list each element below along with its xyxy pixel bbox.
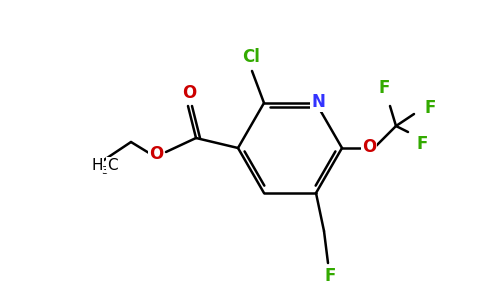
Text: 3: 3 [101, 166, 107, 176]
Text: O: O [182, 84, 196, 102]
Text: O: O [149, 145, 163, 163]
Text: F: F [378, 79, 390, 97]
Text: N: N [311, 93, 325, 111]
Text: O: O [362, 138, 376, 156]
Text: Cl: Cl [242, 48, 260, 66]
Text: C: C [106, 158, 117, 172]
Text: F: F [416, 135, 428, 153]
Text: F: F [324, 267, 336, 285]
Text: F: F [424, 99, 436, 117]
Text: H: H [91, 158, 103, 172]
